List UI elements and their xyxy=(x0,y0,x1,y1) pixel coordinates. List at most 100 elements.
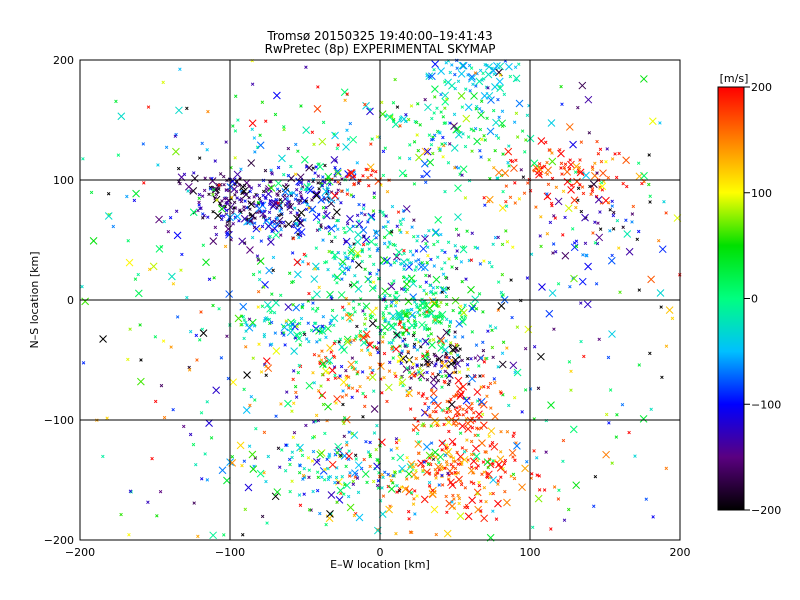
data-point xyxy=(459,304,463,309)
data-point xyxy=(106,192,111,196)
data-point xyxy=(352,338,356,343)
data-point xyxy=(413,320,418,325)
data-point xyxy=(499,475,503,479)
data-point xyxy=(454,423,459,428)
data-point xyxy=(385,260,390,264)
data-point xyxy=(312,352,317,357)
data-point xyxy=(368,464,372,469)
data-point xyxy=(298,343,302,347)
data-point xyxy=(493,61,501,70)
data-point xyxy=(370,405,379,413)
data-point xyxy=(474,84,478,88)
data-point xyxy=(551,251,555,255)
data-point xyxy=(256,305,260,309)
data-point xyxy=(368,452,372,457)
data-point xyxy=(266,454,271,459)
data-point xyxy=(406,509,411,514)
data-point xyxy=(617,151,621,156)
data-point xyxy=(356,490,361,495)
data-point xyxy=(173,134,178,138)
data-point xyxy=(418,320,426,329)
data-point xyxy=(399,287,404,291)
data-point xyxy=(405,366,410,370)
data-point xyxy=(401,485,410,493)
data-point xyxy=(431,448,440,457)
data-point xyxy=(469,480,474,484)
data-point xyxy=(417,263,426,271)
data-point xyxy=(444,494,448,499)
data-point xyxy=(239,314,244,318)
data-point xyxy=(218,466,227,475)
data-point xyxy=(476,427,481,431)
data-point xyxy=(470,330,475,334)
data-point xyxy=(414,468,418,473)
data-point xyxy=(448,379,452,383)
data-point xyxy=(341,402,345,407)
data-point xyxy=(427,484,432,488)
data-point xyxy=(382,235,387,240)
data-point xyxy=(356,181,361,185)
data-point xyxy=(552,327,556,331)
data-point xyxy=(159,383,164,388)
data-point xyxy=(385,304,389,308)
data-point xyxy=(611,213,616,218)
data-point xyxy=(81,361,86,365)
data-point xyxy=(318,137,327,146)
data-point xyxy=(291,377,295,382)
data-point xyxy=(449,341,453,345)
data-point xyxy=(427,471,432,475)
data-point xyxy=(316,220,321,225)
data-point xyxy=(326,510,334,518)
data-point xyxy=(536,386,541,390)
data-point xyxy=(455,450,459,455)
data-point xyxy=(231,222,235,226)
data-point xyxy=(468,89,472,93)
data-point xyxy=(434,401,442,410)
data-point xyxy=(501,340,506,344)
data-point xyxy=(371,479,376,484)
data-point xyxy=(242,205,246,209)
data-point xyxy=(339,364,344,369)
data-point xyxy=(443,453,448,457)
y-axis-label: N–S location [km] xyxy=(28,251,41,348)
data-point xyxy=(326,475,331,479)
data-point xyxy=(128,327,132,331)
data-point xyxy=(311,489,315,494)
data-point xyxy=(339,189,344,193)
data-point xyxy=(444,351,448,356)
data-point xyxy=(236,118,240,122)
data-point xyxy=(426,362,430,367)
data-point xyxy=(286,328,295,337)
data-point xyxy=(464,87,468,91)
data-point xyxy=(111,224,116,229)
data-point xyxy=(272,231,280,239)
data-point xyxy=(537,488,542,492)
data-point xyxy=(458,431,463,435)
data-point xyxy=(211,209,215,214)
data-point xyxy=(289,210,293,215)
data-point xyxy=(279,402,283,406)
data-point xyxy=(264,187,268,191)
data-point xyxy=(348,121,353,126)
cluster-c05 xyxy=(256,164,494,315)
data-point xyxy=(333,480,337,485)
data-point xyxy=(424,292,429,296)
data-point xyxy=(259,370,264,374)
data-point xyxy=(482,485,487,490)
data-point xyxy=(187,365,191,370)
data-point xyxy=(366,376,370,380)
data-point xyxy=(446,471,450,476)
data-point xyxy=(416,391,421,395)
data-point xyxy=(357,202,361,207)
data-point xyxy=(395,483,399,488)
data-point xyxy=(505,62,513,71)
data-point xyxy=(550,176,555,181)
data-point xyxy=(117,112,126,121)
data-point xyxy=(436,378,440,383)
data-point xyxy=(415,153,423,162)
data-point xyxy=(321,314,326,319)
data-point xyxy=(171,407,175,412)
data-point xyxy=(274,200,278,205)
data-point xyxy=(477,111,485,119)
